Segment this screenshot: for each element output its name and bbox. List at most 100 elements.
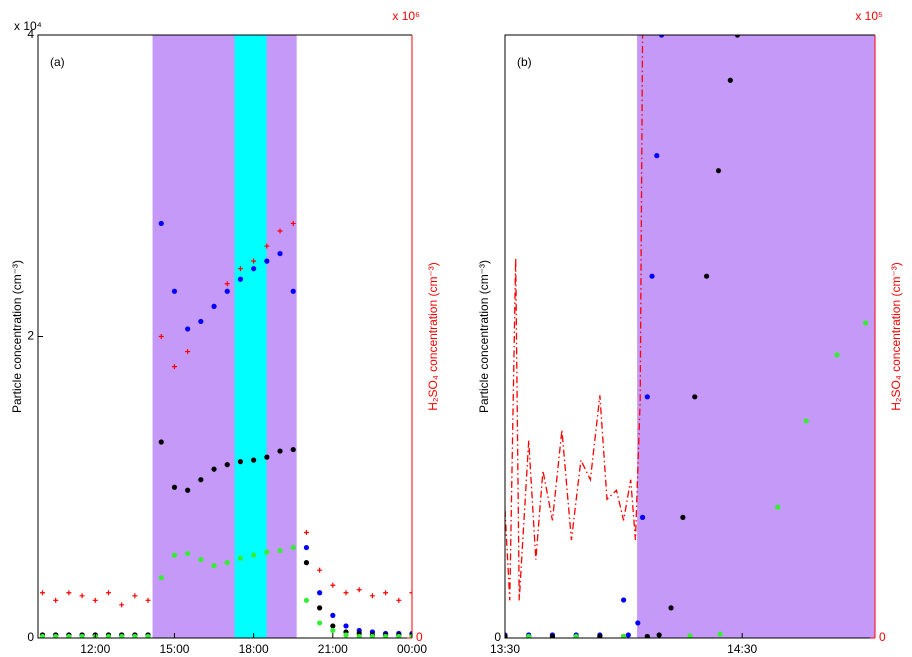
point [264, 454, 270, 460]
point [119, 633, 125, 638]
y-tick-label: 0 [494, 630, 501, 644]
y-multiplier: x 10⁴ [14, 19, 42, 33]
point [369, 593, 375, 599]
point [237, 276, 244, 282]
point [277, 250, 283, 257]
point [644, 394, 650, 400]
point [317, 620, 323, 626]
point [680, 514, 686, 521]
point [549, 633, 556, 638]
panel-label: (b) [517, 55, 532, 69]
point [185, 550, 191, 557]
point [158, 334, 164, 339]
point [53, 633, 59, 638]
point [132, 633, 138, 638]
point [303, 597, 310, 603]
point [317, 605, 323, 611]
x-tick-label: 21:00 [318, 642, 348, 656]
x-tick-label: 13:30 [490, 642, 520, 656]
point [264, 258, 270, 264]
point [39, 633, 46, 638]
point [224, 288, 230, 294]
point [644, 633, 650, 638]
point [330, 582, 336, 588]
plot-area [39, 35, 412, 638]
x-tick-label: 12:00 [80, 642, 110, 656]
panel-label: (a) [50, 55, 65, 69]
point [409, 590, 412, 596]
point [224, 560, 230, 566]
point [251, 552, 257, 558]
point [505, 633, 508, 638]
point [692, 394, 698, 400]
point [211, 303, 217, 309]
shaded-region [637, 35, 875, 638]
point [211, 563, 217, 569]
point [356, 587, 362, 593]
point [620, 597, 627, 603]
point [330, 623, 336, 629]
point [53, 597, 59, 603]
point [158, 575, 164, 581]
point [277, 547, 283, 554]
point [198, 557, 204, 563]
point [715, 168, 722, 174]
plot-area [505, 35, 875, 638]
y-tick-label: 2 [27, 329, 34, 343]
point [198, 477, 204, 483]
point [211, 466, 217, 472]
point [79, 633, 85, 638]
shaded-region [152, 35, 297, 638]
y-tick-label: 4 [27, 27, 34, 41]
point [290, 288, 296, 294]
point [396, 633, 402, 638]
point [171, 484, 178, 490]
point [303, 544, 310, 551]
point [303, 560, 310, 566]
point [734, 35, 741, 38]
point [264, 549, 270, 555]
point [145, 633, 151, 638]
y2-axis-label: H₂SO₄ concentration (cm⁻³) [889, 262, 903, 411]
point [119, 602, 125, 608]
point [639, 514, 646, 521]
point [625, 632, 631, 638]
point [317, 567, 323, 573]
point [290, 220, 296, 226]
point [158, 220, 164, 227]
point [409, 633, 412, 638]
point [105, 633, 112, 638]
point [727, 77, 733, 83]
y2-multiplier: x 10⁵ [855, 9, 883, 23]
point [526, 633, 532, 638]
point [717, 631, 723, 637]
point [656, 632, 662, 638]
point [330, 612, 336, 618]
point [171, 364, 177, 370]
line-series [505, 35, 644, 601]
point [704, 273, 710, 279]
point [317, 590, 323, 596]
point [224, 462, 230, 468]
y-tick-label: 0 [27, 630, 34, 644]
point [158, 439, 164, 445]
point [290, 544, 296, 551]
point [39, 590, 45, 596]
point [224, 281, 230, 287]
point [862, 320, 869, 326]
point [573, 633, 579, 638]
point [185, 487, 191, 493]
point [803, 418, 809, 424]
point [654, 153, 660, 159]
x-tick-label: 18:00 [239, 642, 269, 656]
x-tick-label: 00:00 [397, 642, 427, 656]
point [66, 590, 72, 596]
point [668, 605, 674, 611]
point [185, 326, 191, 332]
point [79, 593, 85, 599]
x-tick-label: 15:00 [159, 642, 189, 656]
point [369, 633, 376, 638]
point [396, 597, 402, 603]
point [635, 620, 641, 626]
